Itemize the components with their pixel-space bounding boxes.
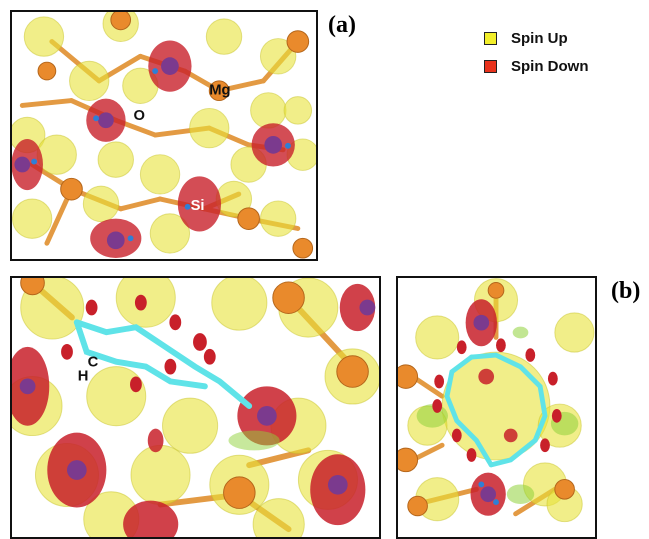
molecule-ring-bonds (73, 319, 253, 409)
panel-b-side-structure: C H (12, 278, 379, 537)
o-atoms (478, 481, 499, 506)
panel-b-top-view (396, 276, 597, 539)
mg-atoms (398, 282, 575, 517)
panel-b-side-view: C H (10, 276, 381, 539)
atom-label-mg: Mg (209, 83, 230, 99)
mg-atoms (20, 278, 369, 509)
legend-item-spin-down: Spin Down (484, 52, 589, 80)
legend-label-spin-up: Spin Up (511, 29, 568, 47)
molecule-ring-bonds (444, 352, 548, 468)
atom-label-h: H (78, 368, 89, 384)
green-regions (228, 430, 280, 451)
si-atoms (14, 57, 283, 250)
atom-label-si: Si (191, 198, 205, 214)
legend: Spin Up Spin Down (484, 24, 589, 80)
spin-down-swatch (484, 59, 497, 73)
hydrogen-spin-down (61, 294, 216, 393)
legend-item-spin-up: Spin Up (484, 24, 589, 52)
legend-label-spin-down: Spin Down (511, 57, 589, 75)
si-atoms (19, 299, 376, 495)
atom-label-o: O (133, 108, 144, 124)
hydrogen-spin-down (432, 338, 562, 462)
panel-label-b: (b) (611, 278, 641, 304)
panel-label-a: (a) (328, 12, 356, 38)
panel-a-structure: O Mg Si (12, 12, 316, 259)
o-atoms (31, 68, 291, 242)
spin-up-swatch (484, 31, 497, 45)
panel-a-slab: O Mg Si (10, 10, 318, 261)
si-atoms (473, 314, 497, 503)
mg-atoms (37, 12, 314, 259)
panel-b-top-structure (398, 278, 595, 523)
atom-label-c: C (88, 355, 99, 371)
